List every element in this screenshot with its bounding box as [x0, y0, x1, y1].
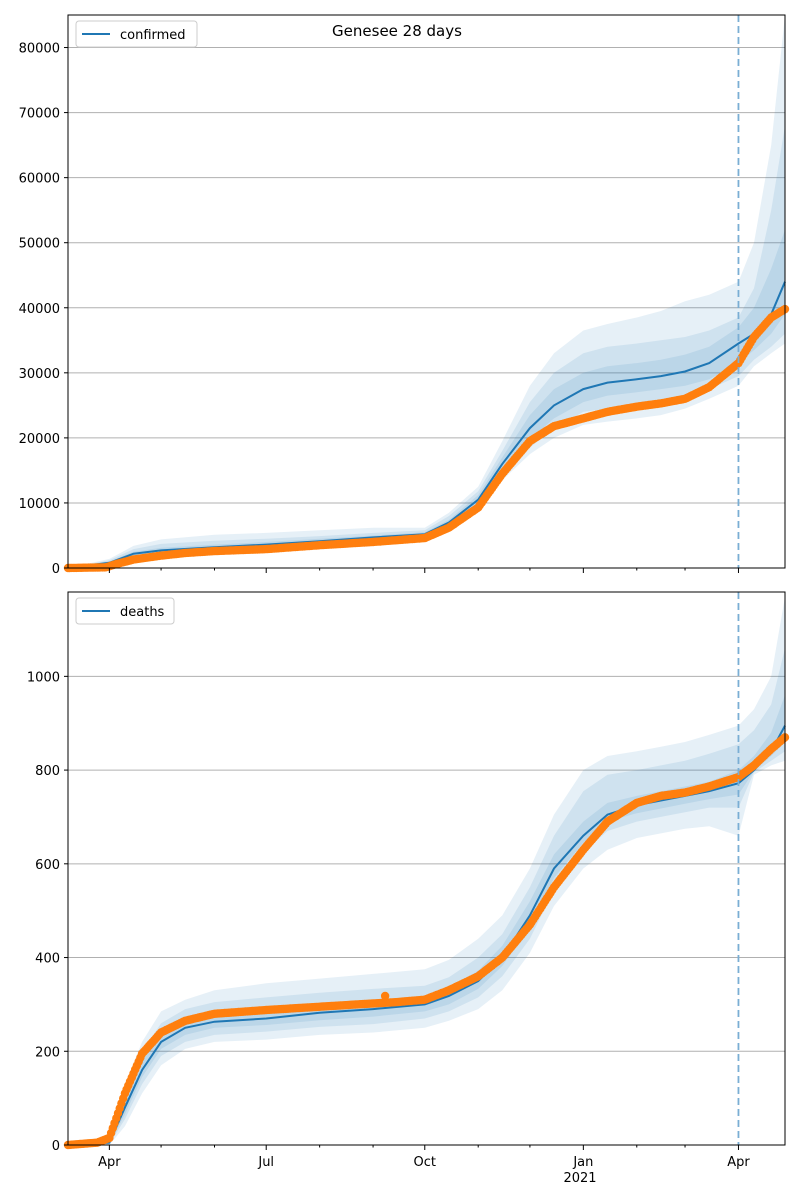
deaths-y-tick-label: 400 [35, 952, 60, 967]
deaths-y-tick-label: 0 [52, 1139, 60, 1154]
x-tick-label: Apr [727, 1155, 750, 1170]
confirmed-y-tick-label: 30000 [19, 367, 60, 382]
deaths-y-tick-label: 600 [35, 858, 60, 873]
confirmed-panel: 0 10000 20000 30000 40000 50000 60000 70000 8000… [19, 14, 790, 577]
deaths-band-inner [68, 695, 785, 1145]
confirmed-grid [68, 47, 785, 504]
deaths-observed-outlier [380, 991, 390, 1001]
deaths-legend: deaths [75, 597, 175, 625]
confirmed-y-tick-label: 0 [52, 562, 60, 577]
confirmed-y-tick-label: 20000 [19, 432, 60, 447]
x-tick-label: Jan [572, 1155, 593, 1170]
confirmed-bands [68, 15, 785, 568]
confirmed-band-middle [68, 125, 785, 568]
deaths-band-outer [68, 596, 785, 1145]
confirmed-y-ticks: 0 10000 20000 30000 40000 50000 60000 70000 8000… [19, 42, 68, 577]
deaths-grid [68, 675, 785, 1052]
confirmed-observed-points [63, 304, 790, 573]
confirmed-y-tick-label: 10000 [19, 497, 60, 512]
x-tick-label: Jul [257, 1155, 274, 1170]
deaths-y-ticks: 0 200 400 600 800 1000 [27, 670, 68, 1154]
deaths-legend-box [75, 597, 175, 625]
x-tick-label: Oct [414, 1155, 436, 1170]
figure-title: Genesee 28 days [332, 22, 462, 40]
deaths-bands [68, 596, 785, 1145]
deaths-panel: 0 200 400 600 800 1000 Apr Jul Oct Jan Apr 2021 d… [27, 591, 790, 1186]
deaths-band-middle [68, 648, 785, 1145]
confirmed-y-tick-label: 80000 [19, 42, 60, 57]
confirmed-legend-label: confirmed [120, 28, 186, 43]
deaths-y-tick-label: 1000 [27, 670, 60, 685]
confirmed-y-tick-label: 50000 [19, 237, 60, 252]
x-tick-label: Apr [98, 1155, 121, 1170]
confirmed-y-tick-label: 70000 [19, 107, 60, 122]
deaths-y-tick-label: 800 [35, 764, 60, 779]
deaths-observed-points [63, 733, 790, 1150]
x-year-label: 2021 [563, 1171, 596, 1186]
confirmed-band-outer [68, 15, 785, 568]
confirmed-y-tick-label: 60000 [19, 172, 60, 187]
confirmed-y-tick-label: 40000 [19, 302, 60, 317]
confirmed-axes-frame [67, 14, 786, 569]
deaths-axes-frame [67, 591, 786, 1146]
confirmed-legend: confirmed [75, 20, 198, 48]
deaths-legend-label: deaths [120, 605, 165, 620]
deaths-y-tick-label: 200 [35, 1045, 60, 1060]
confirmed-x-ticks [108, 568, 739, 573]
deaths-x-ticks: Apr Jul Oct Jan Apr [98, 1145, 750, 1170]
confirmed-legend-box [75, 20, 198, 48]
